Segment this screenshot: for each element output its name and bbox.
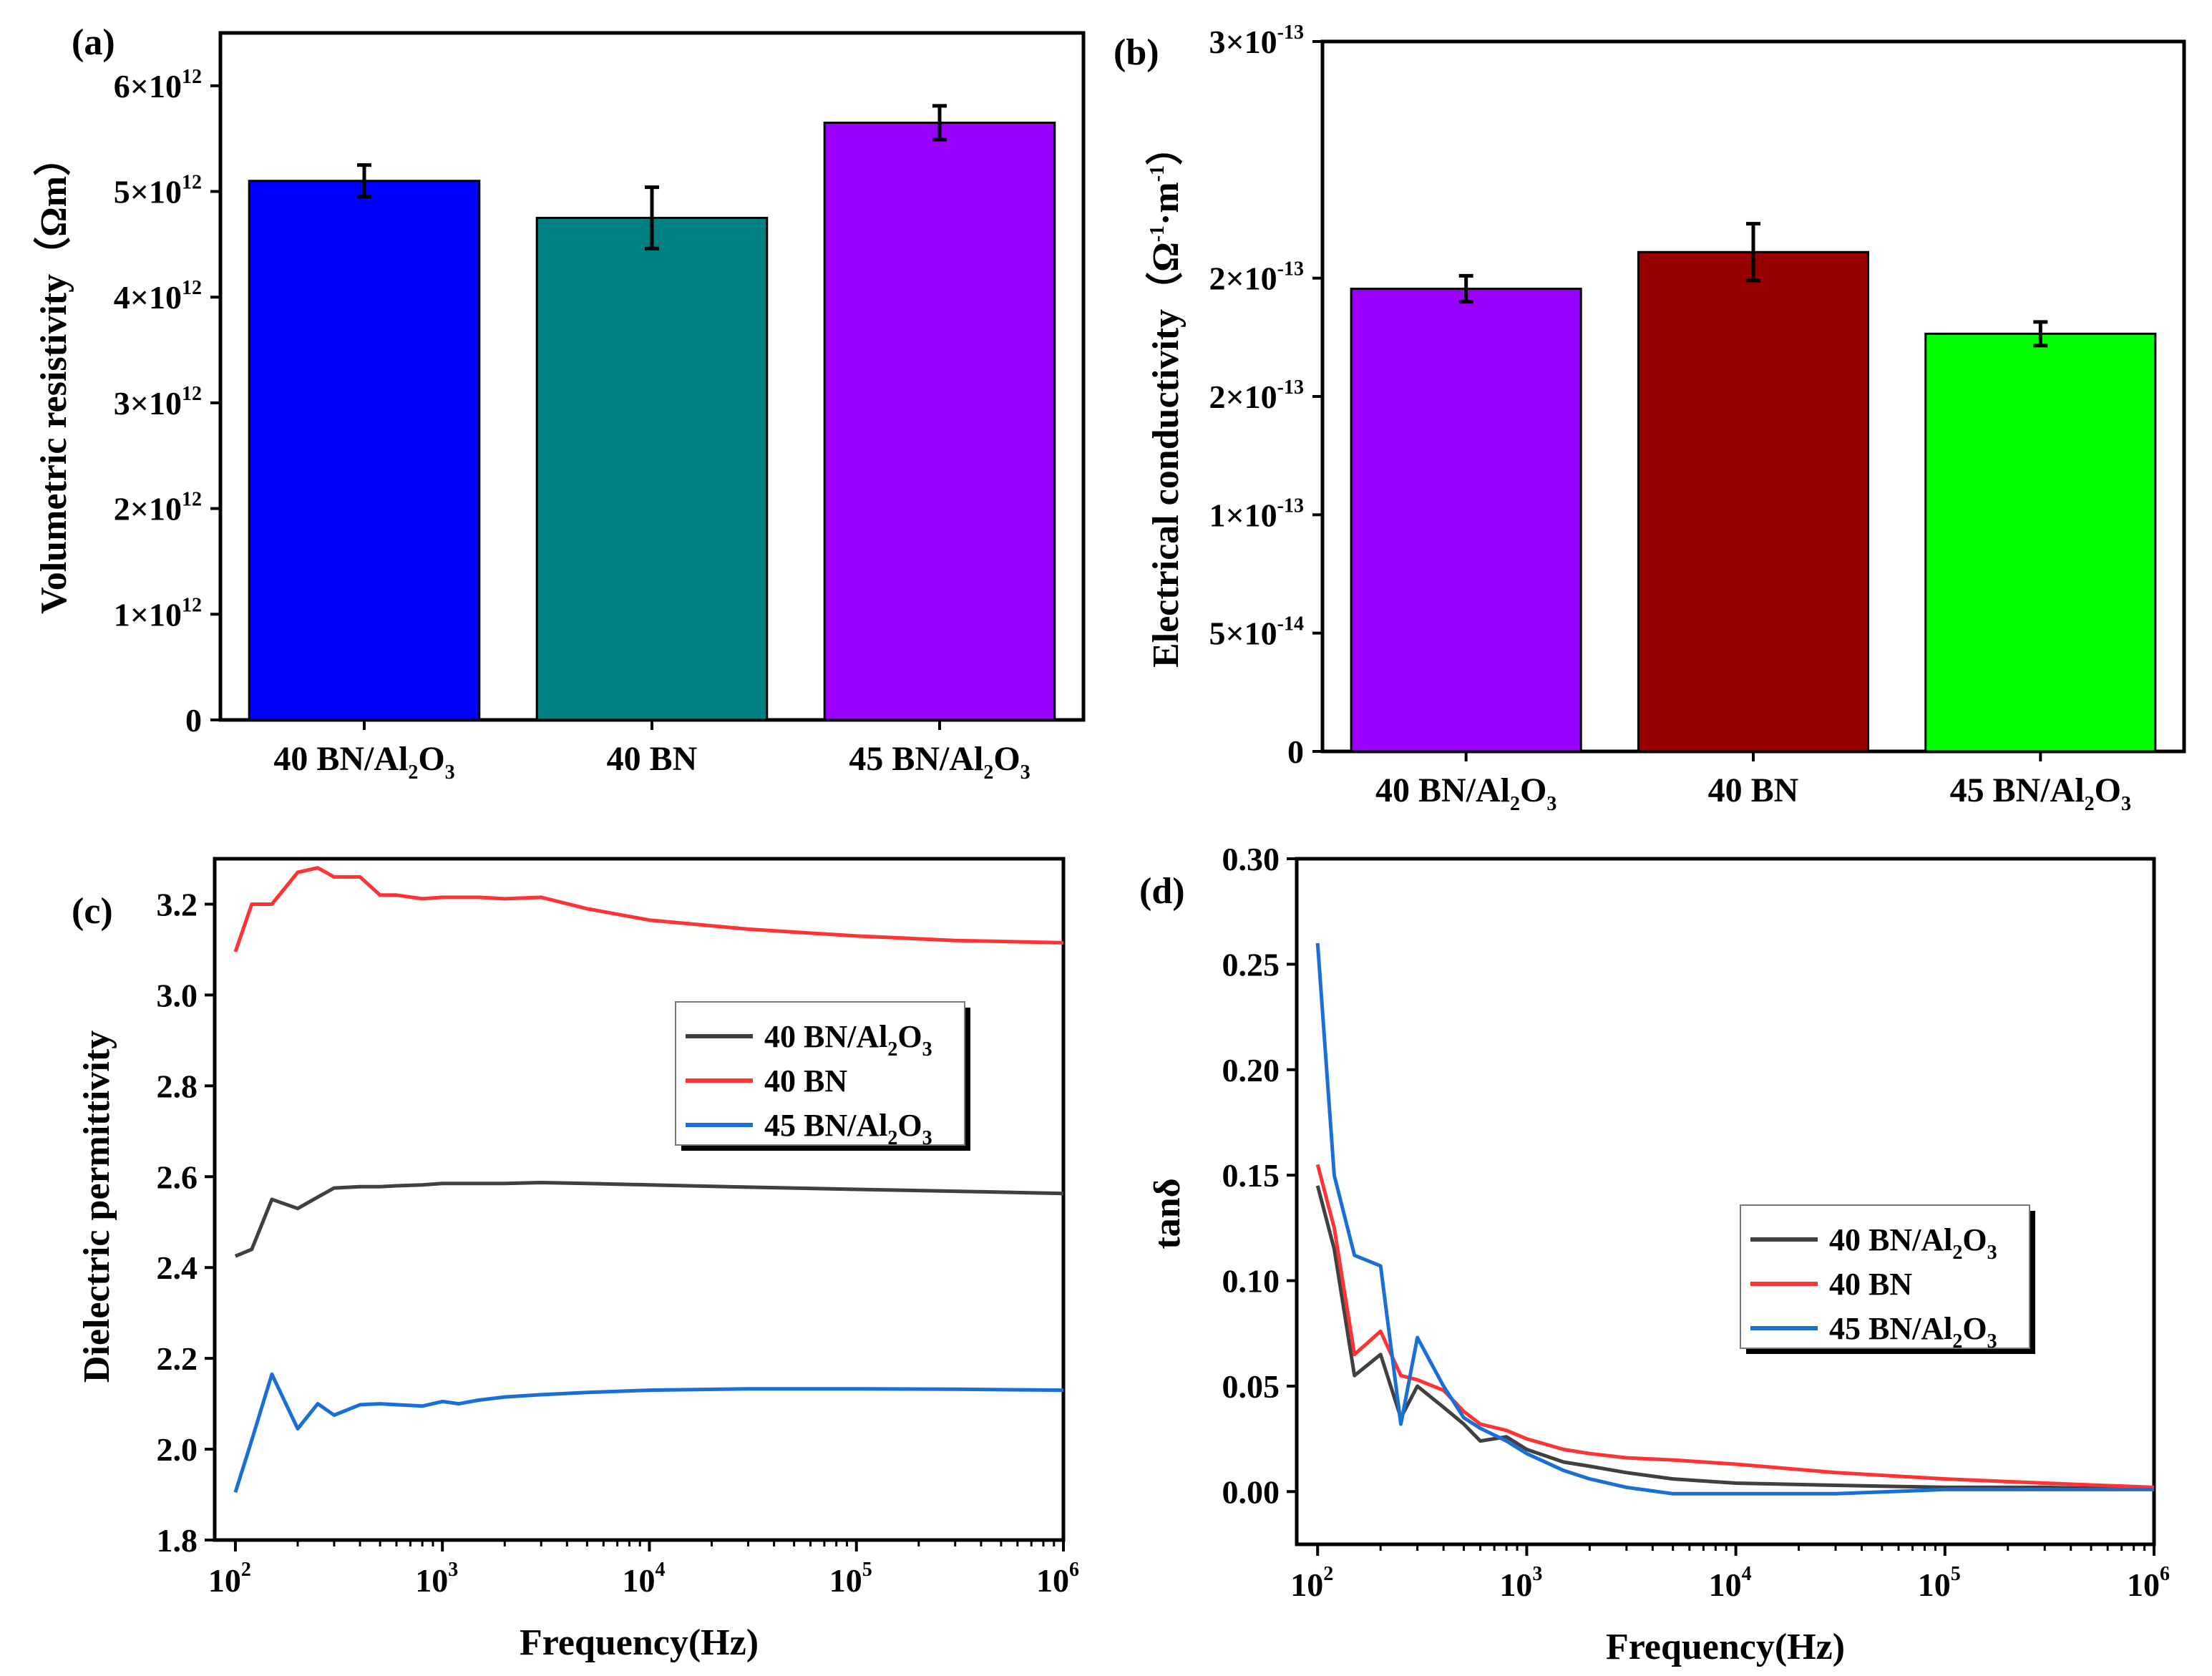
panel-c-ytick-label: 2.8 xyxy=(157,1068,198,1104)
panel-d-ytick-label: 0.25 xyxy=(1222,946,1280,983)
panel-d-xtick-label: 106 xyxy=(2127,1563,2170,1603)
panel-c-legend-label: 45 BN/Al2O3 xyxy=(764,1108,932,1149)
panel-b-ytick-label: 5×10-14 xyxy=(1209,613,1304,652)
panel-b-ytick-label: 2×10-13 xyxy=(1209,258,1304,297)
panel-c-ytick-label: 3.2 xyxy=(157,886,198,922)
panel-a-ytick-label: 6×1012 xyxy=(114,66,202,104)
panel-c-legend-label: 40 BN xyxy=(764,1063,847,1098)
panel-d-xtick-label: 102 xyxy=(1290,1563,1333,1603)
panel-a-ytick-label: 2×1012 xyxy=(114,489,202,527)
panel-c-xtick-label: 104 xyxy=(622,1559,665,1599)
panel-a-ytick-label: 3×1012 xyxy=(114,383,202,422)
panel-c-ytick-label: 2.6 xyxy=(157,1159,198,1195)
panel-c-legend xyxy=(675,1001,965,1146)
panel-b-y-axis-label: Electrical conductivity（Ω-1·m-1） xyxy=(1145,128,1187,668)
panel-a-y-axis-label: Volumetric resistivity（Ωm） xyxy=(33,139,74,614)
panel-b-bar xyxy=(1924,332,2157,753)
panel-d-ytick-label: 0.30 xyxy=(1222,841,1280,877)
panel-d-plot-frame xyxy=(1295,857,2156,1546)
panel-b-panel-label: (b) xyxy=(1114,32,1159,73)
panel-a-category-label: 40 BN xyxy=(607,740,698,778)
panel-d-xtick-label: 103 xyxy=(1499,1563,1542,1603)
panel-c-ytick-label: 3.0 xyxy=(157,977,198,1013)
panel-c-legend-label: 40 BN/Al2O3 xyxy=(764,1019,932,1061)
panel-a-ytick-label: 4×1012 xyxy=(114,277,202,316)
panel-d-y-axis-label: tanδ xyxy=(1147,1178,1188,1249)
panel-c-ytick-label: 1.8 xyxy=(157,1522,198,1559)
panel-c-x-axis-label: Frequency(Hz) xyxy=(520,1622,759,1663)
panel-a-panel-label: (a) xyxy=(72,22,115,63)
panel-d-series-line xyxy=(1315,1185,2155,1491)
panel-d-legend xyxy=(1740,1204,2030,1349)
panel-a-bar xyxy=(823,122,1056,721)
panel-d-legend-label: 40 BN xyxy=(1829,1267,1912,1302)
panel-c-ytick-label: 2.4 xyxy=(157,1249,198,1286)
panel-a-bar xyxy=(535,216,769,721)
panel-c-xtick-label: 102 xyxy=(208,1559,251,1599)
panel-d-series-line xyxy=(1315,942,2154,1496)
panel-b-ytick-label: 2×10-13 xyxy=(1209,376,1304,415)
panel-c-series-line xyxy=(234,1181,1064,1258)
panel-c-y-axis-label: Dielectric permittivity xyxy=(77,1031,117,1383)
panel-b-category-label: 40 BN/Al2O3 xyxy=(1375,771,1556,815)
panel-a-ytick-label: 1×1012 xyxy=(114,594,202,633)
panel-b-bar-chart: 0 5×10-14 1×10-13 2×10-13 2×10-13 3×10-13 40 B… xyxy=(1114,21,2186,815)
panel-b-ytick-label: 1×10-13 xyxy=(1209,494,1304,533)
panel-d-xtick-label: 105 xyxy=(1918,1563,1961,1603)
panel-d-ytick-label: 0.10 xyxy=(1222,1263,1280,1300)
panel-d-legend-label: 45 BN/Al2O3 xyxy=(1829,1311,1997,1353)
panel-b-category-label: 45 BN/Al2O3 xyxy=(1950,771,2131,815)
panel-c-xtick-label: 105 xyxy=(829,1559,872,1599)
panel-d-xtick-label: 104 xyxy=(1709,1563,1752,1603)
panel-c-panel-label: (c) xyxy=(72,891,113,932)
panel-a-ytick-label: 0 xyxy=(185,702,202,739)
panel-d-legend-label: 40 BN/Al2O3 xyxy=(1829,1222,1997,1264)
panel-b-bar xyxy=(1350,288,1582,753)
panel-c-series-line xyxy=(233,866,1064,953)
panel-a-ytick-label: 5×1012 xyxy=(114,172,202,210)
panel-d-x-axis-label: Frequency(Hz) xyxy=(1606,1627,1845,1667)
panel-a-category-label: 40 BN/Al2O3 xyxy=(273,740,454,784)
panel-c-xtick-label: 106 xyxy=(1036,1559,1079,1599)
panel-c-plot-frame xyxy=(213,857,1066,1542)
panel-b-ytick-label: 0 xyxy=(1287,734,1304,770)
panel-b-bar xyxy=(1637,250,1870,753)
panel-d-ytick-label: 0.05 xyxy=(1222,1368,1280,1405)
panel-d-line-chart: 0.00 0.05 0.10 0.15 0.20 0.25 0.30 102 103 104 105… xyxy=(1139,841,2170,1667)
panel-d-ytick-label: 0.20 xyxy=(1222,1052,1280,1088)
panel-a-category-label: 45 BN/Al2O3 xyxy=(849,740,1030,784)
panel-d-panel-label: (d) xyxy=(1139,871,1185,912)
panel-c-series-line xyxy=(233,1372,1064,1494)
panel-d-ytick-label: 0.15 xyxy=(1222,1157,1280,1194)
panel-d-ytick-label: 0.00 xyxy=(1222,1473,1280,1510)
panel-a-bar-chart: 0 1×1012 2×1012 3×1012 4×1012 5×1012 6×1012 40 … xyxy=(33,22,1086,784)
panel-c-line-chart: 1.8 2.0 2.2 2.4 2.6 2.8 3.0 3.2 102 103 104 105 106 4… xyxy=(72,857,1079,1663)
panel-c-ytick-label: 2.2 xyxy=(157,1340,198,1377)
panel-d-series-line xyxy=(1315,1164,2155,1489)
panel-c-ytick-label: 2.0 xyxy=(157,1431,198,1468)
panel-a-bar xyxy=(248,180,481,721)
panel-b-ytick-label: 3×10-13 xyxy=(1209,21,1304,60)
panel-b-category-label: 40 BN xyxy=(1708,771,1799,809)
panel-c-xtick-label: 103 xyxy=(415,1559,458,1599)
